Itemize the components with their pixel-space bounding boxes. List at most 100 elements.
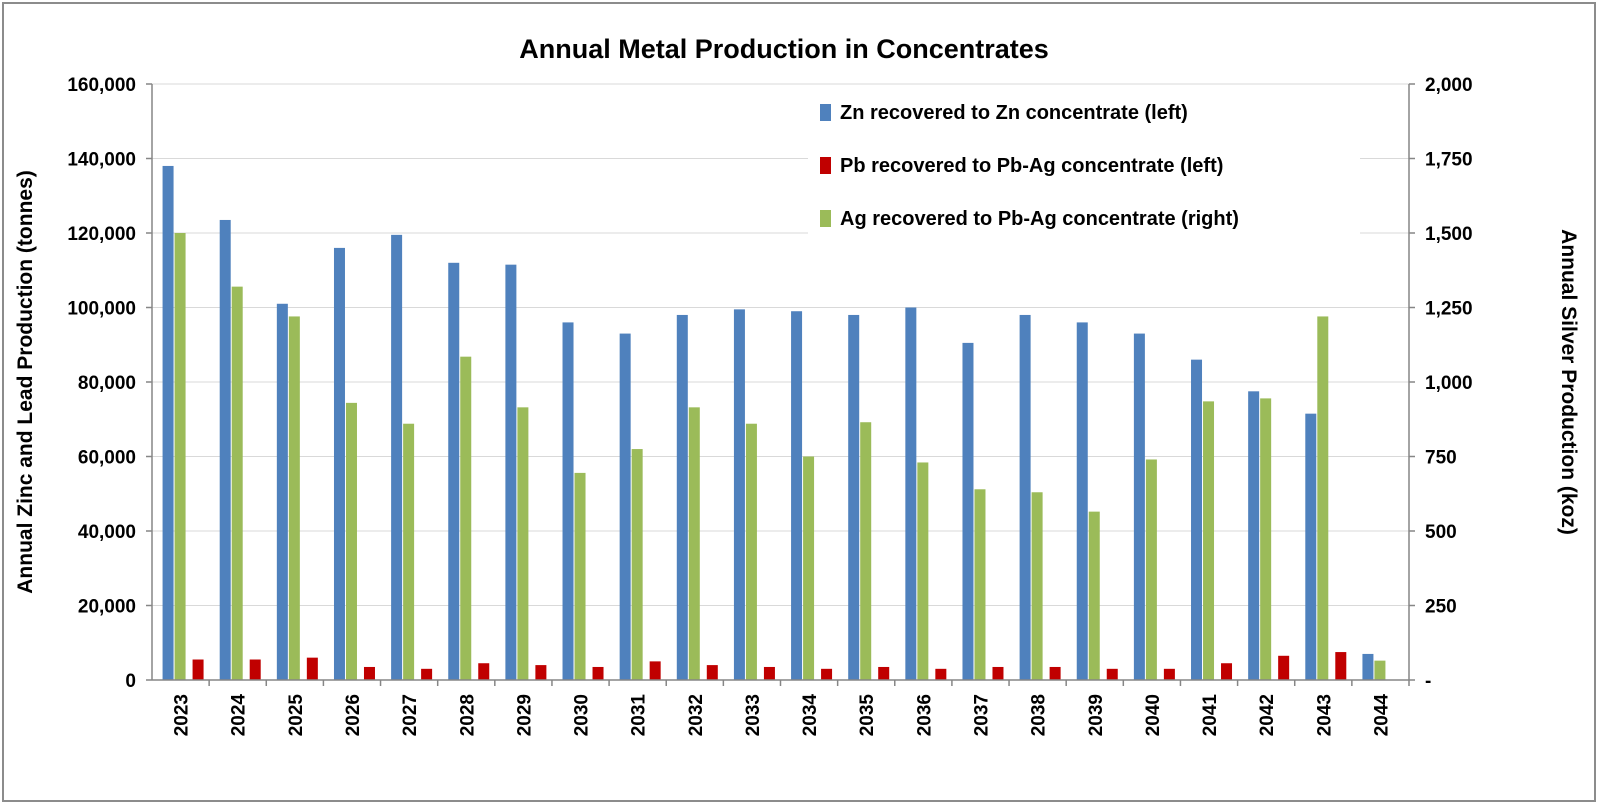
x-axis-ticks: 2023 2024 2025 2026 2027 2028 2029 2030 2031 2032… [172,694,1393,737]
x-tick-label: 2026 [343,694,364,736]
bar-zn [619,333,631,680]
x-tick-label: 2030 [572,694,593,736]
bar-zn [276,303,288,680]
y-tick-label-left: 40,000 [78,522,136,543]
bar-pb [1278,655,1290,680]
x-tick-label: 2029 [514,694,535,736]
x-tick-label: 2031 [629,694,650,737]
bar-ag [517,407,529,680]
bar-zn [848,314,860,680]
bar-zn [1076,322,1088,680]
y-tick-label-left: 120,000 [67,224,136,245]
bar-ag [174,233,186,680]
x-tick-label: 2028 [457,694,478,736]
y-tick-label-left: 100,000 [67,299,136,320]
bar-zn [1019,314,1031,680]
y-tick-label-left: 160,000 [67,75,136,96]
bar-zn [162,165,174,680]
left-axis-ticks: 0 20,000 40,000 60,000 80,000 100,000 120,000 1… [67,75,136,692]
y-axis-label-left: Annual Zinc and Lead Production (tonnes) [14,170,37,594]
bars [162,165,1386,681]
y-tick-label-right: 750 [1425,448,1457,469]
bar-ag [688,407,700,680]
bar-ag [860,422,872,680]
x-tick-label: 2043 [1314,694,1335,736]
legend-background [808,92,1360,240]
x-tick-label: 2044 [1371,694,1392,737]
bar-pb [421,668,433,680]
bar-pb [1335,652,1347,680]
y-axis-label-right: Annual Silver Production (koz) [1557,229,1580,535]
bar-pb [992,666,1004,680]
bar-zn [905,307,917,680]
y-tick-label-left: 80,000 [78,373,136,394]
bar-zn [1362,653,1374,680]
axes [146,83,1415,686]
bar-ag [345,402,357,680]
bar-zn [676,314,688,680]
x-tick-label: 2033 [743,694,764,736]
legend-entry: Pb recovered to Pb-Ag concentrate (left) [840,155,1223,177]
bar-zn [562,322,574,680]
y-tick-label-right: - [1425,671,1431,692]
y-tick-label-right: 1,500 [1425,224,1473,245]
bar-pb [649,661,661,680]
bar-pb [706,665,718,680]
bar-zn [1191,359,1203,680]
bar-pb [1049,666,1061,680]
bar-zn [791,311,803,680]
bar-ag [460,356,472,680]
bar-zn [505,264,517,680]
bar-pb [306,657,318,680]
bar-zn [448,262,460,680]
bar-pb [763,666,775,680]
bar-ag [803,456,815,680]
bar-ag [974,489,986,680]
x-tick-label: 2036 [914,694,935,736]
legend-entry: Ag recovered to Pb-Ag concentrate (right… [840,208,1239,230]
bar-zn [733,309,745,680]
bar-pb [878,666,890,680]
bar-zn [391,234,403,681]
x-tick-label: 2038 [1029,694,1050,736]
bar-ag [574,472,586,680]
bar-ag [1374,660,1386,680]
x-tick-label: 2040 [1143,694,1164,736]
bar-pb [935,668,947,680]
bar-ag [288,316,300,680]
bar-ag [1203,401,1215,680]
bar-pb [249,659,261,680]
bar-zn [1133,333,1145,680]
bar-ag [745,423,757,680]
x-tick-label: 2034 [800,694,821,737]
bar-pb [821,668,833,680]
legend-swatch [820,157,831,174]
bar-pb [478,663,490,680]
bar-pb [363,666,375,680]
y-tick-label-right: 1,750 [1425,150,1473,171]
bar-pb [192,659,204,680]
y-tick-label-right: 500 [1425,522,1457,543]
bar-ag [1088,511,1100,680]
bar-ag [231,286,243,680]
bar-zn [333,247,345,680]
x-tick-label: 2023 [172,694,193,736]
x-tick-label: 2037 [971,694,992,736]
bar-zn [1305,413,1317,680]
bar-ag [1145,459,1157,680]
x-tick-label: 2039 [1086,694,1107,736]
bar-ag [1317,316,1329,680]
bar-zn [1248,391,1260,680]
bar-ag [1260,398,1272,680]
legend: Zn recovered to Zn concentrate (left) Pb … [808,92,1360,240]
bar-ag [403,423,415,680]
x-tick-label: 2035 [857,694,878,737]
bar-pb [1163,668,1175,680]
x-tick-label: 2027 [400,694,421,736]
bar-pb [592,666,604,680]
y-tick-label-left: 20,000 [78,597,136,618]
legend-entry: Zn recovered to Zn concentrate (left) [840,102,1188,124]
y-tick-label-left: 140,000 [67,150,136,171]
x-tick-label: 2025 [286,694,307,737]
